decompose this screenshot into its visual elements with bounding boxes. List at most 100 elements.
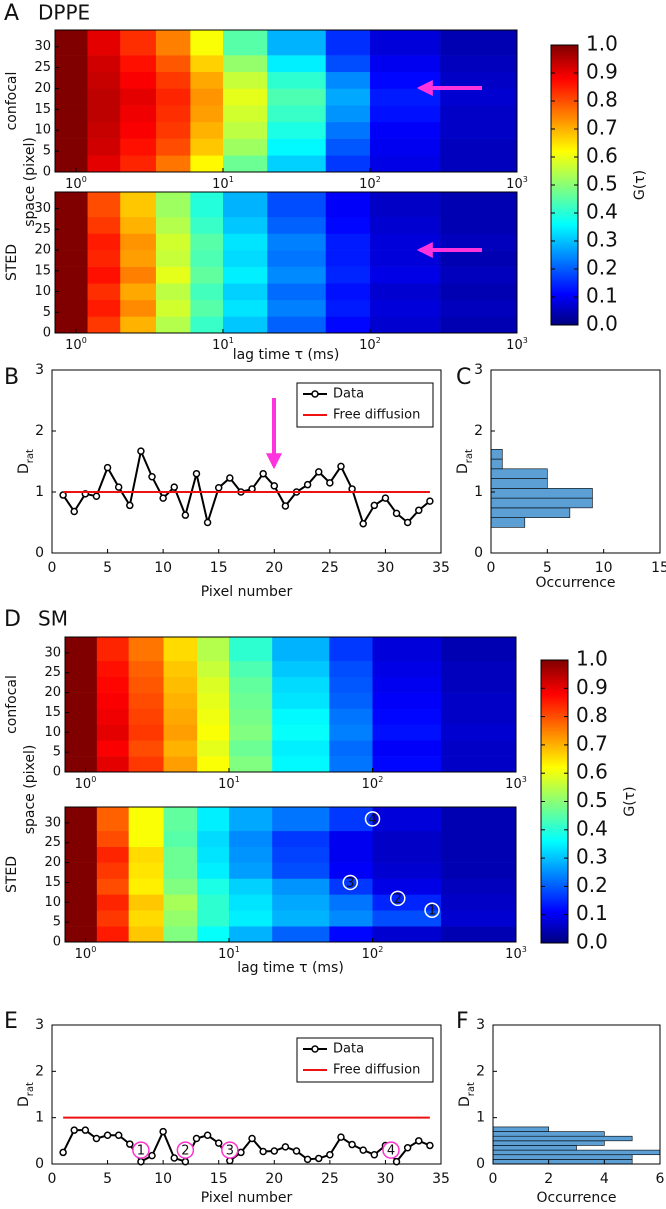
point bbox=[415, 506, 423, 515]
bar bbox=[492, 1135, 633, 1142]
point bbox=[359, 1146, 367, 1154]
heatmap-cell bbox=[440, 155, 518, 173]
y-axis-label-sub: rat bbox=[464, 449, 475, 463]
heatmap-cell bbox=[96, 676, 129, 693]
point bbox=[214, 483, 223, 492]
x-tick-label: 100 bbox=[75, 945, 97, 962]
x-tick-label: 102 bbox=[362, 945, 384, 962]
point bbox=[126, 501, 134, 510]
y-tick-label: 0 bbox=[53, 935, 61, 950]
point bbox=[326, 479, 334, 487]
heatmap-cell bbox=[440, 708, 517, 725]
heatmap-cell bbox=[440, 299, 518, 317]
heatmap-cell bbox=[128, 830, 164, 848]
x-tick-label: 10 bbox=[154, 1171, 172, 1187]
heatmap-cell bbox=[222, 299, 268, 317]
heatmap-cell bbox=[55, 88, 88, 106]
heatmap-cell bbox=[329, 724, 373, 741]
heatmap-cell bbox=[96, 894, 129, 911]
heatmap-cell bbox=[190, 30, 224, 56]
heatmap-cell bbox=[372, 926, 442, 943]
y-tick-label: 30 bbox=[44, 815, 61, 830]
heatmap-cell bbox=[197, 807, 230, 832]
heatmap-cell bbox=[440, 692, 517, 709]
x-tick-label: 0 bbox=[48, 1171, 57, 1187]
point bbox=[181, 511, 190, 519]
y-tick-label: 3 bbox=[476, 1017, 485, 1033]
point bbox=[426, 1141, 434, 1150]
heatmap-cell bbox=[96, 926, 129, 943]
heatmap-cell bbox=[55, 105, 88, 123]
heatmap-cell bbox=[65, 830, 98, 848]
point bbox=[314, 468, 323, 476]
heatmap-cell bbox=[325, 192, 371, 218]
colorbar-tick-label: 0.5 bbox=[576, 788, 608, 812]
x-axis-label: Pixel number bbox=[201, 1190, 293, 1206]
heatmap-cell bbox=[163, 724, 198, 741]
heatmap-cell bbox=[197, 894, 230, 911]
heatmap-cell bbox=[155, 30, 191, 56]
x-tick-base: 10 bbox=[65, 177, 82, 192]
point bbox=[192, 1134, 201, 1143]
heatmap-cell bbox=[369, 283, 441, 301]
x-tick-label: 103 bbox=[506, 175, 528, 192]
heatmap-cell bbox=[228, 676, 273, 693]
annotation: 3 bbox=[346, 876, 354, 891]
heatmap-cell bbox=[228, 724, 273, 741]
colorbar-tick-label: 0.0 bbox=[586, 312, 618, 336]
heatmap-cell bbox=[267, 299, 327, 317]
panel-letter: A bbox=[4, 1, 19, 26]
point bbox=[148, 473, 156, 481]
point bbox=[337, 1133, 345, 1141]
heatmap-cell bbox=[190, 192, 224, 218]
y-axis-label-sub: rat bbox=[25, 449, 36, 463]
heatmap-cell bbox=[329, 878, 373, 895]
x-tick-label: 30 bbox=[377, 1171, 395, 1187]
heatmap-cell bbox=[128, 660, 164, 678]
heatmap-cell bbox=[440, 862, 517, 879]
heatmap-cell bbox=[163, 708, 198, 725]
x-tick-label: 6 bbox=[656, 1171, 665, 1187]
x-tick-label: 100 bbox=[65, 336, 87, 353]
colorbar-tick-label: 0.4 bbox=[586, 200, 618, 224]
x-tick-exponent: 0 bbox=[82, 336, 87, 345]
heatmap-cell bbox=[272, 637, 330, 662]
heatmap-cell bbox=[163, 676, 198, 693]
heatmap-cell bbox=[222, 71, 268, 89]
heatmap-cell bbox=[197, 637, 230, 662]
heatmap-cell bbox=[369, 88, 441, 106]
heatmap-cell bbox=[228, 692, 273, 709]
heatmap-cell bbox=[329, 756, 373, 773]
point bbox=[70, 1126, 78, 1134]
heatmap-cell bbox=[369, 216, 441, 234]
colorbar bbox=[550, 44, 579, 326]
heatmap-cell bbox=[128, 756, 164, 773]
heatmap-cell bbox=[128, 676, 164, 693]
heatmap-cell bbox=[267, 105, 327, 123]
heatmap-cell bbox=[190, 55, 224, 73]
heatmap-cell bbox=[87, 105, 121, 123]
x-tick-label: 15 bbox=[210, 1171, 228, 1187]
heatmap-cell bbox=[155, 266, 191, 284]
heatmap-cell bbox=[440, 846, 517, 863]
plot-frame bbox=[64, 636, 517, 773]
point bbox=[181, 1157, 190, 1166]
point bbox=[381, 494, 390, 502]
colorbar-tick-label: 0.3 bbox=[586, 228, 618, 252]
heatmap-cell bbox=[197, 862, 230, 879]
heatmap-cell bbox=[197, 910, 230, 927]
x-tick-exponent: 1 bbox=[229, 175, 234, 184]
heatmap-cell bbox=[325, 71, 371, 89]
heatmap-cell bbox=[120, 138, 157, 156]
heatmap-cell bbox=[128, 846, 164, 863]
heatmap-cell bbox=[440, 88, 518, 106]
y-tick-label: 10 bbox=[44, 895, 61, 910]
heatmap-cell bbox=[65, 926, 98, 943]
heatmap-cell bbox=[222, 138, 268, 156]
point bbox=[114, 483, 123, 491]
point bbox=[103, 1131, 112, 1140]
x-tick-label: 20 bbox=[265, 560, 283, 576]
heatmap-cell bbox=[372, 708, 442, 725]
heatmap-cell bbox=[55, 316, 88, 334]
y-axis-label-main: D bbox=[16, 463, 32, 474]
